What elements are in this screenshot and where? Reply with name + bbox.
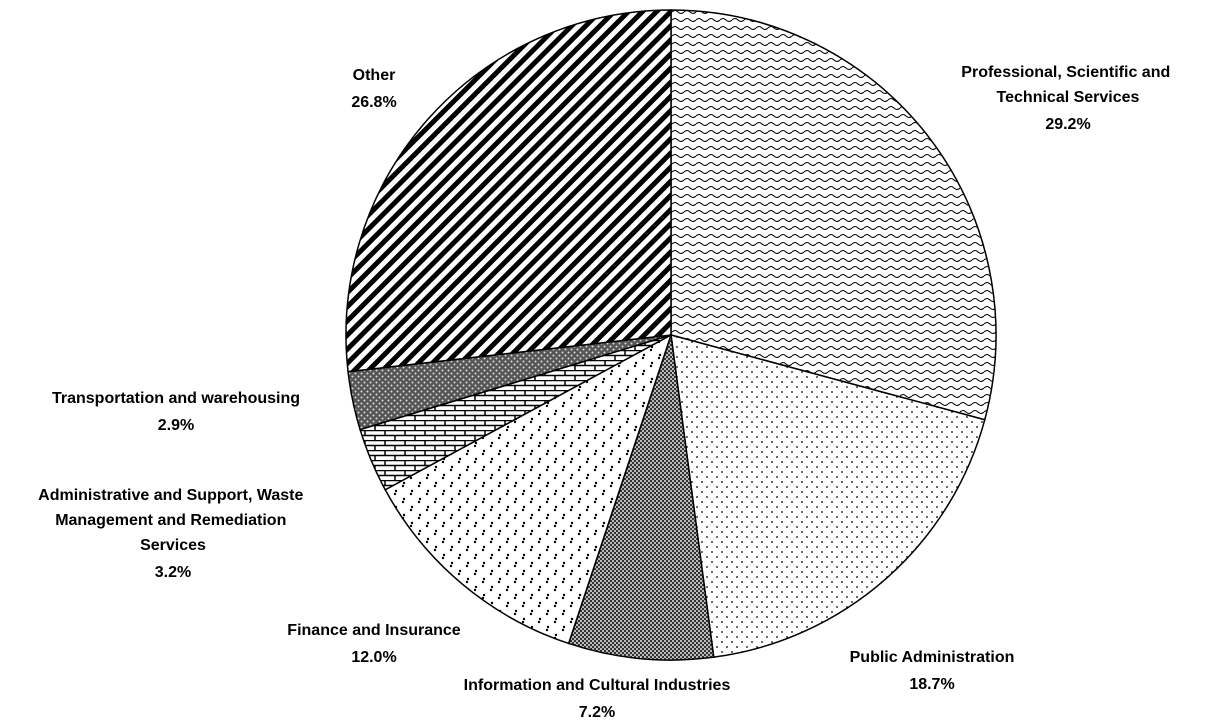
slice-label: Administrative and Support, Waste Manage… bbox=[38, 487, 308, 554]
slice-label: Information and Cultural Industries bbox=[464, 677, 731, 694]
slice-label: Finance and Insurance bbox=[287, 622, 460, 639]
slice-label: Other bbox=[353, 67, 396, 84]
slice-value-label: 18.7% bbox=[909, 676, 954, 693]
slice-value-label: 29.2% bbox=[1045, 116, 1090, 133]
pie-slice bbox=[384, 333, 673, 645]
label-line: Services bbox=[140, 537, 206, 554]
slice-label: Transportation and warehousing bbox=[52, 390, 300, 407]
label-line: Administrative and Support, Waste bbox=[38, 487, 308, 504]
pie-slice bbox=[670, 333, 986, 659]
label-line: Information and Cultural Industries bbox=[464, 677, 731, 694]
slice-label: Public Administration bbox=[850, 649, 1015, 666]
slice-value-label: 12.0% bbox=[351, 649, 396, 666]
label-line: Professional, Scientific and bbox=[961, 64, 1174, 81]
pie-slice bbox=[567, 334, 715, 661]
slice-value-label: 3.2% bbox=[155, 564, 191, 581]
pie-slice bbox=[345, 9, 672, 373]
slice-value-label: 7.2% bbox=[579, 704, 615, 721]
label-line: Public Administration bbox=[850, 649, 1015, 666]
label-line: Technical Services bbox=[997, 89, 1140, 106]
pie-slice bbox=[670, 9, 997, 421]
label-line: Finance and Insurance bbox=[287, 622, 460, 639]
label-line: Transportation and warehousing bbox=[52, 390, 300, 407]
label-line: Management and Remediation bbox=[55, 512, 291, 529]
slice-label: Professional, Scientific and Technical S… bbox=[961, 64, 1174, 106]
slice-value-label: 2.9% bbox=[158, 417, 194, 434]
label-line: Other bbox=[353, 67, 396, 84]
slice-value-label: 26.8% bbox=[351, 94, 396, 111]
